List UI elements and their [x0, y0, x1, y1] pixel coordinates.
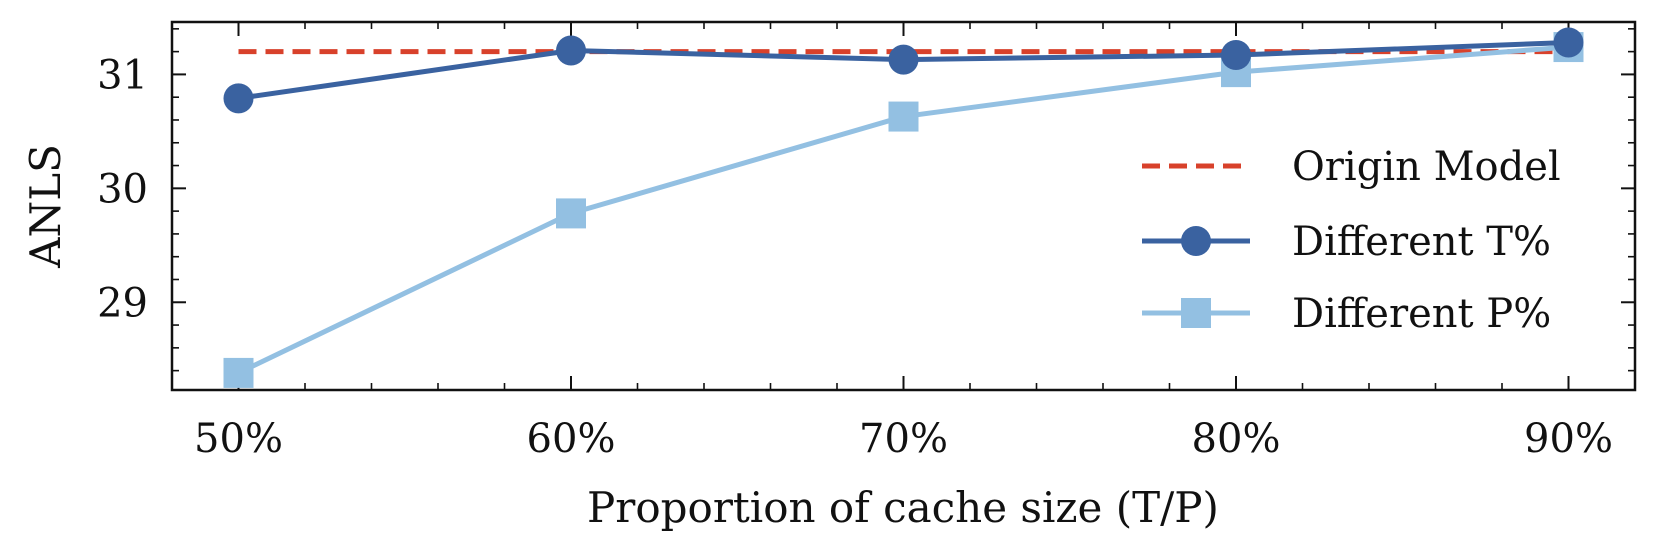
x-tick-label: 90% [1524, 416, 1613, 462]
x-tick-label: 50% [194, 416, 283, 462]
different-t-point [223, 83, 254, 114]
legend-origin-model-label: Origin Model [1292, 144, 1561, 190]
different-t-point [1221, 40, 1251, 71]
different-t-point [1553, 27, 1584, 58]
different-p-point [556, 198, 586, 229]
different-p-point [223, 357, 254, 388]
different-t-point [556, 35, 586, 66]
x-tick-label: 60% [527, 416, 616, 462]
legend: Origin Model Different T% Different P% [1142, 144, 1561, 337]
y-tick-label: 29 [97, 280, 148, 326]
legend-different-t-marker [1181, 226, 1211, 256]
series-layer [223, 27, 1584, 388]
legend-different-p-label: Different P% [1292, 291, 1551, 337]
x-axis-label: Proportion of cache size (T/P) [587, 483, 1219, 532]
x-tick-label: 70% [859, 416, 948, 462]
legend-different-p-marker [1181, 298, 1211, 328]
x-tick-label: 80% [1192, 416, 1281, 462]
y-axis-label: ANLS [21, 144, 70, 269]
different-t-point [888, 44, 919, 75]
different-p-point [888, 101, 919, 132]
y-tick-label: 30 [97, 166, 148, 212]
legend-different-t-label: Different T% [1292, 219, 1551, 265]
tick-labels: 50% 60% 70% 80% 90% 29 30 31 [97, 52, 1613, 462]
y-tick-label: 31 [97, 52, 148, 98]
